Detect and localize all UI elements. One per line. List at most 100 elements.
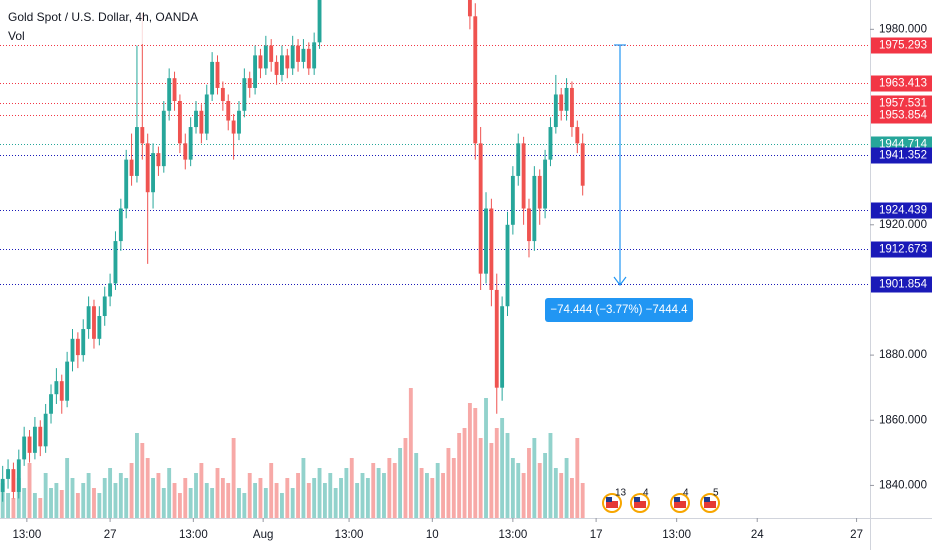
candle-body [194,110,198,128]
y-tick-label: 1980.000 [879,23,927,35]
volume-bar [532,438,537,518]
candle-body [570,87,574,128]
candle-body [27,436,32,453]
volume-bar [194,473,198,518]
volume-bar [49,488,53,518]
volume-bar [258,478,263,518]
volume-bar [500,418,505,518]
volume-bar [177,493,182,518]
measure-tool: −74.444 (−3.77%) −7444.4 [545,44,693,322]
volume-bar [161,488,166,518]
price-level-tag [871,147,932,164]
event-count: 4 [683,488,689,499]
volume-bar [65,458,70,518]
volume-bar [118,473,123,518]
volume-bar [580,483,585,518]
candle-body [527,208,531,242]
price-level-tag [871,276,932,293]
x-tick-label: 10 [426,529,439,541]
candle-body [521,143,526,209]
volume-bar [494,428,499,518]
volume-bar [290,488,295,518]
volume-bar [537,463,542,518]
candle-body [505,224,510,307]
volume-bar [527,448,531,518]
volume-bar [38,498,43,518]
volume-bar [312,478,317,518]
volume-bar [172,483,177,518]
volume-bar [387,458,392,518]
measure-box [545,298,693,322]
volume-bar [548,433,553,518]
volume-bar [210,488,215,518]
volume-bar [478,438,483,518]
event-count: 13 [615,488,627,499]
candle-body [135,127,139,176]
volume-bar [489,443,494,518]
y-tick-label: 1840.000 [879,479,927,491]
volume-bar [247,473,252,518]
x-tick-label: 24 [751,529,764,541]
price-level-tag [871,241,932,258]
volume-bar [188,488,193,518]
candle-body [220,87,225,101]
volume-bar [344,468,349,518]
price-level-label: 1901.854 [879,279,928,291]
candle-body [543,159,548,209]
measure-label: −74.444 (−3.77%) −7444.4 [550,304,688,316]
volume-bar [6,493,10,518]
candle-body [231,120,236,134]
candle-body [177,100,182,144]
volume-bar [237,488,241,518]
candle-body [156,153,161,167]
volume-bar [226,483,231,518]
volume-bar [231,438,236,518]
volume-bar [333,488,338,518]
candle-body [49,394,53,414]
candle-body [161,110,166,167]
volume-bar [220,478,225,518]
candle-body [258,55,263,69]
volume-bar [425,473,429,518]
volume-bar [59,490,64,518]
volume-bar [430,478,435,518]
event-count: 5 [713,488,719,499]
volume-bar [253,483,258,518]
volume-bar [365,478,370,518]
candle-body [301,48,306,62]
volume-bar [441,473,445,518]
candle-body [537,175,542,209]
volume-bar [322,483,327,518]
candle-layer [0,0,585,502]
candle-body [263,45,268,69]
volume-bar [371,463,376,518]
event-flag-canton [634,497,640,502]
candle-body [247,78,252,88]
volume-bar [124,478,129,518]
volume-bar [135,433,139,518]
volume-bar [484,398,488,518]
volume-bar [355,483,360,518]
candle-body [317,0,322,43]
volume-layer [0,388,585,518]
price-level-tag [871,202,932,219]
volume-bar [215,468,220,518]
price-axis: 1840.000 1860.000 1880.000 1920.000 1980.000… [870,23,932,491]
event-flag [704,501,716,508]
volume-bar [570,478,574,518]
candle-body [59,381,64,401]
volume-bar [516,463,521,518]
volume-bar [140,443,145,518]
x-tick-label: 17 [590,529,603,541]
candle-body [129,159,134,176]
volume-bar [70,478,75,518]
event-flag [674,501,686,508]
candle-body [285,55,290,69]
event-flag-canton [606,497,612,502]
volume-bar [280,493,284,518]
event-count: 4 [643,488,649,499]
candle-body [65,361,70,401]
volume-bar [559,473,564,518]
event-flag-canton [704,497,710,502]
volume-bar [183,478,188,518]
